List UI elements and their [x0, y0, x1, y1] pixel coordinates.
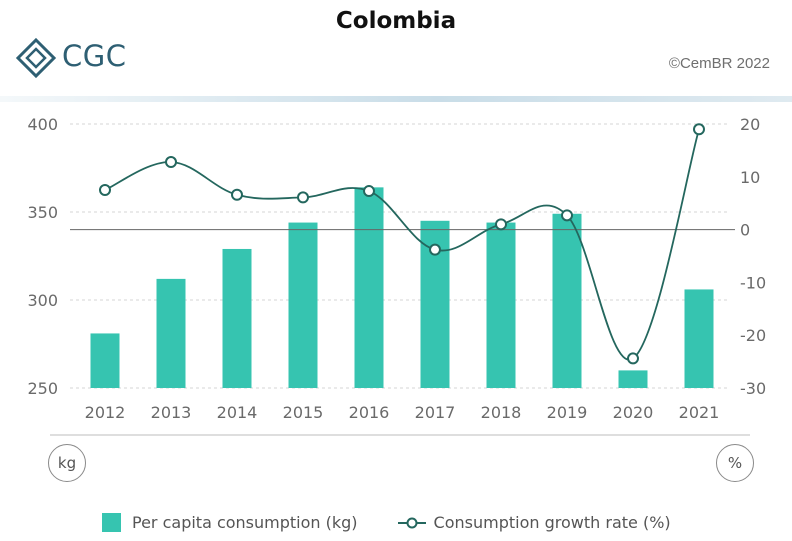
growth-rate-line [104, 129, 700, 361]
right-unit-badge: % [716, 444, 754, 482]
line-series [99, 123, 705, 365]
cgc-logo: CGC [14, 36, 144, 80]
x-tick-label: 2016 [349, 403, 390, 422]
point-2012 [99, 184, 111, 196]
legend-bar-swatch [102, 513, 121, 532]
left-axis-ticks: 250 300 350 400 [27, 115, 58, 398]
point-2014 [231, 188, 243, 201]
x-tick-label: 2020 [613, 403, 654, 422]
x-tick-label: 2015 [283, 403, 324, 422]
bar-2018 [486, 222, 516, 388]
right-tick-label: 10 [740, 168, 760, 187]
point-2018 [495, 218, 507, 231]
point-2013 [165, 156, 177, 169]
left-unit-badge: kg [48, 444, 86, 482]
left-tick-label: 350 [27, 203, 58, 222]
right-tick-label: -30 [740, 379, 766, 398]
bar-2020 [618, 370, 648, 388]
point-2020 [627, 352, 639, 365]
point-2017 [429, 243, 441, 256]
diamond-logo-icon [15, 37, 57, 79]
x-axis-ticks: 2012 2013 2014 2015 2016 2017 2018 2019 2020 2021 [85, 403, 720, 422]
x-tick-label: 2021 [679, 403, 720, 422]
point-2021 [693, 123, 705, 136]
bar-2019 [552, 213, 582, 388]
left-tick-label: 400 [27, 115, 58, 134]
x-tick-label: 2018 [481, 403, 522, 422]
x-tick-label: 2013 [151, 403, 192, 422]
bar-2014 [222, 248, 252, 388]
right-tick-label: -20 [740, 326, 766, 345]
bar-series [90, 187, 714, 388]
point-2015 [297, 191, 309, 204]
point-2016 [363, 185, 375, 198]
x-tick-label: 2019 [547, 403, 588, 422]
point-2019 [561, 209, 573, 222]
chart-canvas: 250 300 350 400 -30 -20 -10 0 10 20 2012 2013 2014… [27, 115, 766, 436]
x-tick-label: 2012 [85, 403, 126, 422]
x-tick-label: 2017 [415, 403, 456, 422]
header-divider-band [0, 96, 792, 102]
legend-line-label: Consumption growth rate (%) [433, 513, 671, 532]
bar-2016 [354, 187, 384, 388]
bar-2015 [288, 222, 318, 388]
copyright-text: ©CemBR 2022 [668, 55, 770, 72]
bar-2021 [684, 289, 714, 388]
bar-2013 [156, 278, 186, 388]
bar-2012 [90, 333, 120, 388]
legend-line-icon [397, 517, 426, 528]
right-tick-label: -10 [740, 273, 766, 292]
x-tick-label: 2014 [217, 403, 258, 422]
left-tick-label: 300 [27, 291, 58, 310]
right-tick-label: 20 [740, 115, 760, 134]
legend-bar-label: Per capita consumption (kg) [132, 513, 358, 532]
right-tick-label: 0 [740, 221, 750, 240]
logo-text: CGC [62, 39, 127, 73]
right-axis-ticks: -30 -20 -10 0 10 20 [740, 115, 766, 398]
left-tick-label: 250 [27, 379, 58, 398]
chart-title: Colombia [335, 8, 457, 34]
legend: Per capita consumption (kg) Consumption … [102, 513, 671, 532]
